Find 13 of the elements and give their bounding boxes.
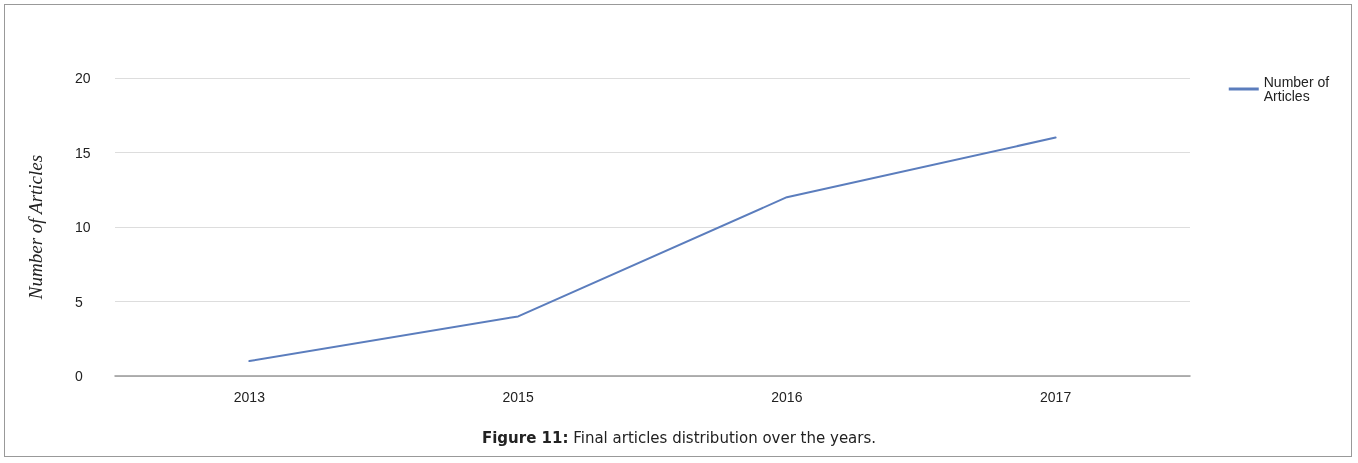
- legend-label: Number of Articles: [1263, 74, 1333, 104]
- x-tick-label: 2016: [771, 389, 803, 405]
- y-axis-title: Number of Articles: [25, 154, 46, 301]
- y-tick-label: 15: [75, 144, 91, 161]
- line-series: [248, 136, 1057, 363]
- y-tick-label: 20: [75, 70, 91, 86]
- y-tick-label: 5: [75, 293, 83, 310]
- x-tick-label: 2015: [502, 389, 534, 405]
- caption: Figure 11: Final articles distribution over the years.: [481, 428, 877, 447]
- x-tick-label: 2017: [1040, 389, 1072, 405]
- y-tick-label: 10: [75, 219, 91, 235]
- y-tick-label: 0: [75, 368, 83, 384]
- x-tick-label: 2013: [233, 389, 266, 405]
